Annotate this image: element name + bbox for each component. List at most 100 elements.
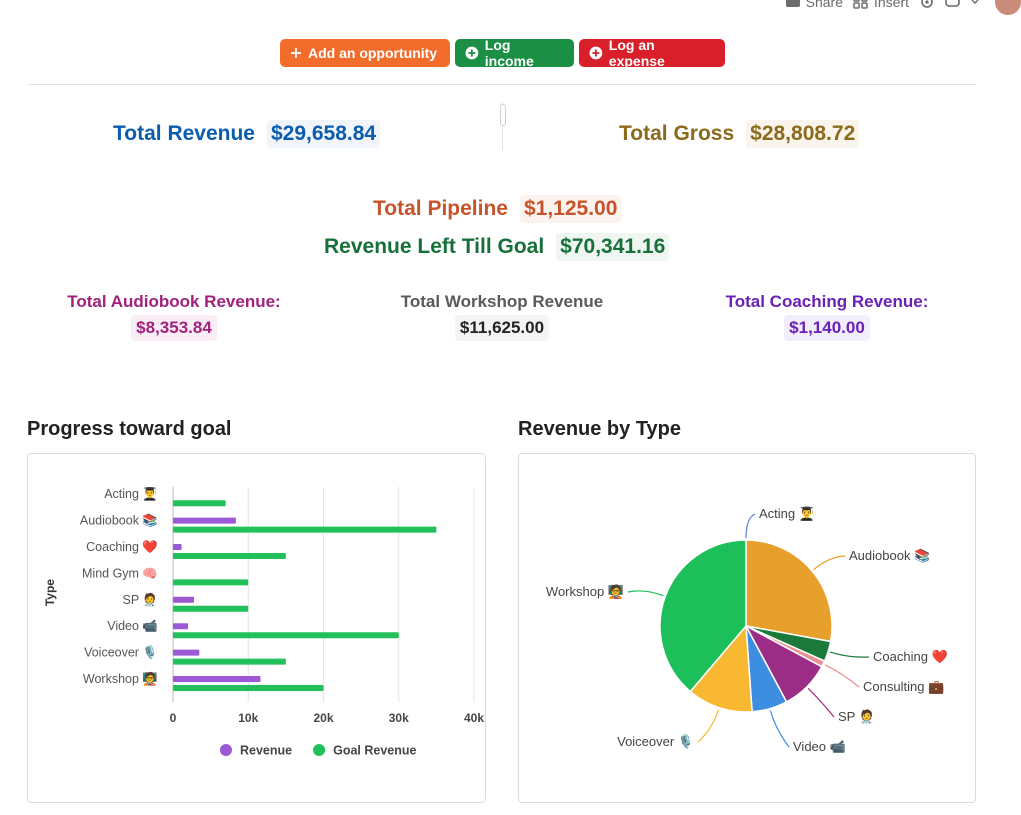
revenue-type-section-title: Revenue by Type: [518, 418, 682, 440]
leader-line: [829, 651, 870, 658]
goal-revenue-bar: [173, 632, 399, 639]
log-income-button[interactable]: Log income: [455, 37, 574, 69]
goal-revenue-bar: [173, 526, 437, 533]
plus-circle-icon: [465, 46, 479, 60]
log-expense-label: Log an expense: [608, 37, 665, 69]
goal-revenue-bar: [173, 605, 249, 612]
goal-revenue-bar: [173, 685, 324, 691]
divider: [27, 84, 976, 85]
leader-line: [824, 664, 860, 688]
revenue-left-till-goal-stat: Revenue Left Till Goal $70,341.16: [324, 233, 670, 261]
revenue-left-till-goal-label: Revenue Left Till Goal: [324, 235, 545, 258]
workshop-revenue-value: $11,625.00: [454, 315, 550, 341]
revenue-bar: [173, 676, 261, 682]
audiobook-revenue-stat: Total Audiobook Revenue: $8,353.84: [40, 289, 308, 341]
total-revenue-label: Total Revenue: [113, 122, 255, 145]
total-pipeline-label: Total Pipeline: [373, 197, 508, 220]
leader-line: [813, 555, 846, 571]
goal-revenue-bar: [173, 658, 286, 665]
log-income-label: Log income: [484, 37, 534, 69]
column-resize-handle[interactable]: [500, 104, 506, 126]
revenue-bar: [173, 544, 182, 550]
legend-swatch: [220, 744, 232, 756]
add-opportunity-button[interactable]: Add an opportunity: [280, 39, 450, 67]
slice-label: Coaching ❤️: [873, 649, 949, 664]
log-expense-button[interactable]: Log an expense: [579, 37, 725, 69]
share-button[interactable]: Share: [785, 0, 843, 10]
audiobook-revenue-value: $8,353.84: [131, 315, 217, 341]
legend-label: Revenue: [240, 744, 292, 758]
add-opportunity-label: Add an opportunity: [308, 45, 438, 61]
chevron-down-icon[interactable]: [971, 0, 979, 9]
pie-slice: [745, 539, 833, 643]
top-toolbar: Share Insert: [785, 0, 1021, 15]
total-revenue-value: $29,658.84: [266, 120, 381, 148]
workshop-revenue-label: Total Workshop Revenue: [400, 292, 604, 311]
total-gross-label: Total Gross: [619, 122, 735, 145]
comment-icon[interactable]: [945, 0, 961, 9]
total-gross-stat: Total Gross $28,808.72: [619, 120, 860, 148]
total-pipeline-value: $1,125.00: [519, 195, 622, 223]
legend-label: Goal Revenue: [333, 744, 416, 758]
slice-label: Audiobook 📚: [849, 548, 930, 563]
goal-revenue-bar: [173, 579, 249, 586]
pie-slice: [659, 539, 747, 693]
coaching-revenue-value: $1,140.00: [784, 315, 870, 341]
revenue-type-pie-chart: Audiobook 📚 Coaching ❤️ Consulting 💼 SP 🧑‍⚕…: [546, 506, 949, 754]
category-label: Video 📹: [107, 619, 158, 633]
slice-label: SP 🧑‍⚕️: [838, 708, 875, 724]
category-label: SP 🧑‍⚕️: [123, 592, 159, 607]
legend-swatch: [313, 744, 326, 756]
coaching-revenue-label: Total Coaching Revenue:: [725, 292, 929, 311]
leader-line: [769, 710, 790, 748]
progress-chart-card: 0 10k 20k 30k 40k Type Acting 👨‍🎓 Audiobook 📚 Co…: [27, 453, 486, 803]
share-icon: [785, 0, 800, 7]
category-label: Acting 👨‍🎓: [104, 486, 158, 501]
slice-label: Acting 👨‍🎓: [759, 506, 815, 521]
x-tick-label: 0: [170, 711, 177, 725]
category-label: Voiceover 🎙️: [84, 645, 158, 660]
leader-line: [745, 513, 756, 539]
x-tick-label: 10k: [238, 711, 258, 725]
plus-icon: [291, 48, 301, 58]
revenue-left-till-goal-value: $70,341.16: [556, 233, 670, 261]
goal-revenue-bar: [173, 500, 226, 507]
coaching-revenue-stat: Total Coaching Revenue: $1,140.00: [693, 289, 961, 341]
total-revenue-stat: Total Revenue $29,658.84: [113, 120, 381, 148]
avatar[interactable]: [995, 0, 1021, 15]
goal-revenue-bar: [173, 553, 286, 559]
column-separator: [502, 102, 503, 150]
total-pipeline-stat: Total Pipeline $1,125.00: [373, 195, 622, 223]
slice-label: Workshop 🧑‍🏫: [546, 583, 624, 599]
category-label: Coaching ❤️: [86, 540, 158, 554]
pie-slice: [689, 624, 753, 713]
leader-line: [807, 687, 835, 718]
category-label: Workshop 🧑‍🏫: [83, 671, 158, 686]
progress-section-title: Progress toward goal: [27, 418, 232, 440]
revenue-bar: [173, 517, 236, 524]
category-label: Mind Gym 🧠: [82, 566, 158, 580]
grid-icon: [853, 0, 868, 9]
revenue-bar: [173, 623, 189, 630]
revenue-type-chart-card: Audiobook 📚 Coaching ❤️ Consulting 💼 SP 🧑‍⚕…: [518, 453, 976, 803]
settings-icon[interactable]: [919, 0, 935, 9]
leader-line: [697, 709, 720, 743]
category-label: Audiobook 📚: [80, 514, 158, 528]
revenue-bar: [173, 649, 200, 656]
slice-label: Consulting 💼: [863, 679, 944, 694]
leader-line: [627, 590, 664, 597]
insert-label: Insert: [873, 0, 909, 10]
insert-button[interactable]: Insert: [853, 0, 909, 10]
slice-label: Voiceover 🎙️: [617, 734, 694, 749]
x-tick-label: 20k: [313, 711, 333, 725]
share-label: Share: [805, 0, 843, 10]
action-buttons: Add an opportunity Log income Log an exp…: [280, 37, 725, 69]
workshop-revenue-stat: Total Workshop Revenue $11,625.00: [368, 289, 636, 341]
revenue-bar: [173, 596, 195, 603]
x-tick-label: 30k: [389, 711, 409, 725]
audiobook-revenue-label: Total Audiobook Revenue:: [67, 292, 281, 311]
slice-label: Video 📹: [793, 739, 846, 754]
plus-circle-icon: [589, 46, 603, 60]
y-axis-label: Type: [43, 579, 57, 606]
progress-bar-chart: 0 10k 20k 30k 40k Type Acting 👨‍🎓 Audiobook 📚 Co…: [43, 486, 484, 758]
